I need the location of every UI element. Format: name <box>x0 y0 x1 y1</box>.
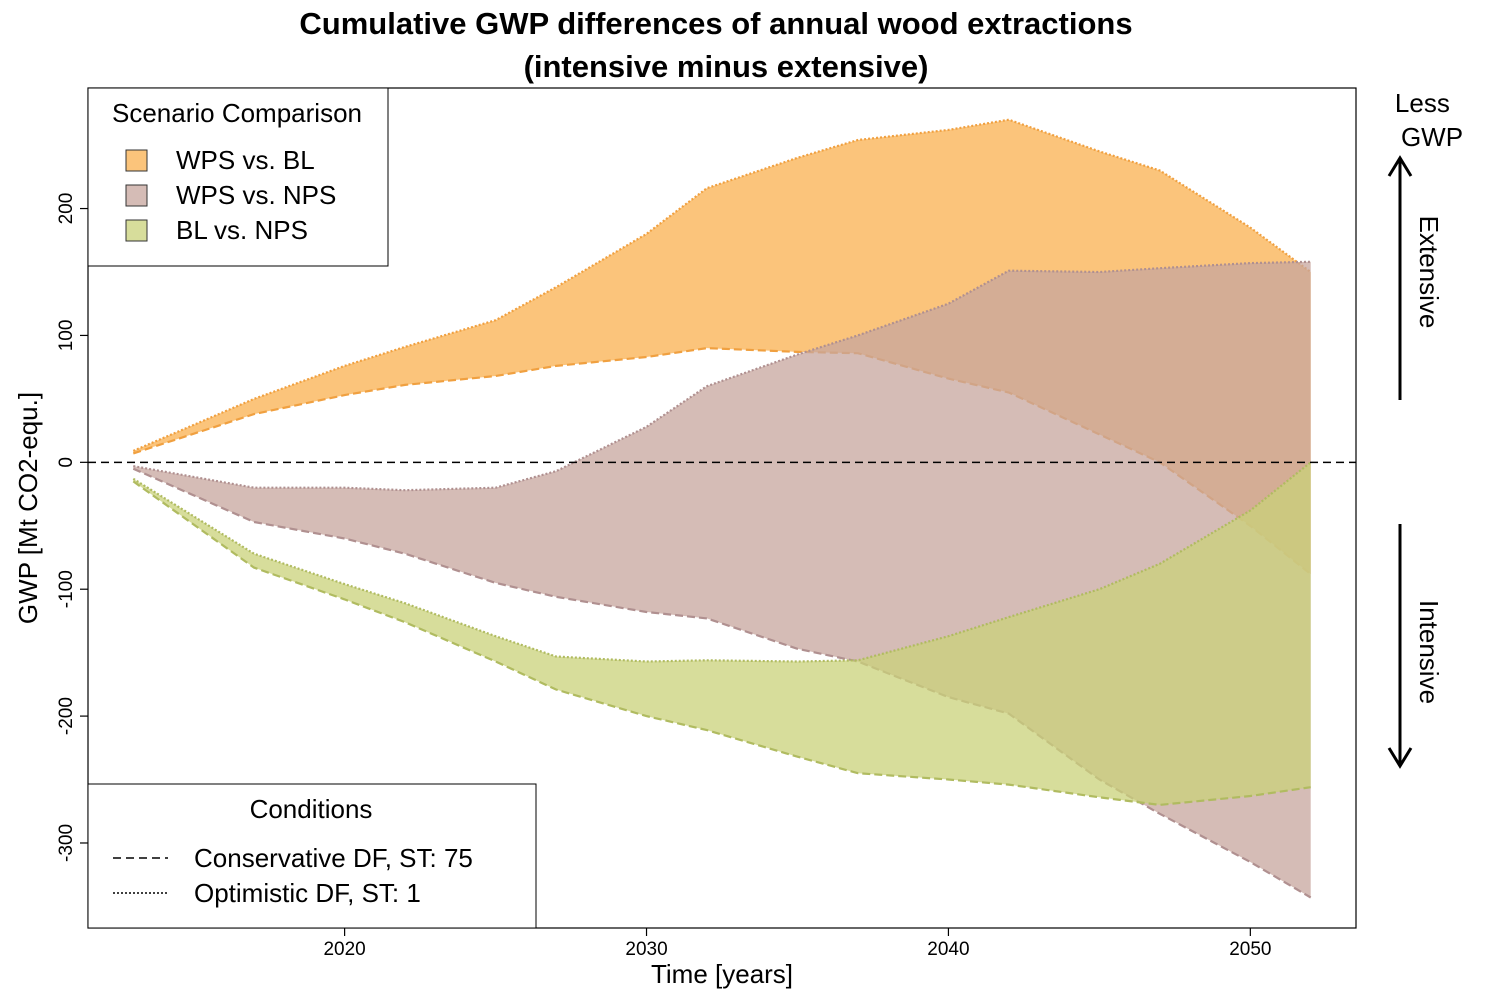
legend-conditions-label: Optimistic DF, ST: 1 <box>194 878 421 908</box>
x-tick-label: 2030 <box>625 939 667 960</box>
legend-swatch <box>125 219 148 242</box>
y-axis: -300 -200 -100 0 100 200 <box>56 193 88 862</box>
line-optimistic-wps-vs-bl <box>132 118 1312 452</box>
y-tick-label: -300 <box>56 824 77 862</box>
line-conservative-bl-vs-nps <box>132 480 1311 807</box>
y-axis-title: GWP [Mt CO2-equ.] <box>13 392 43 624</box>
x-axis: 2020 2030 2040 2050 <box>323 928 1271 960</box>
y-tick-label: 100 <box>56 320 77 352</box>
less-gwp-line-2: GWP <box>1401 122 1463 152</box>
legend-conditions: Conditions Conservative DF, ST: 75 Optimi… <box>87 783 537 929</box>
x-tick-label: 2040 <box>927 939 969 960</box>
extensive-label: Extensive <box>1414 216 1444 329</box>
area-bl-vs-nps <box>133 462 1311 805</box>
x-axis-title: Time [years] <box>651 959 793 989</box>
line-optimistic-bl-vs-nps <box>132 461 1312 663</box>
legend-swatch <box>125 184 148 207</box>
side-annotations: Less GWP Extensive Intensive <box>1387 88 1463 769</box>
legend-scenario-label: WPS vs. BL <box>176 145 315 175</box>
legend-conditions-label: Conservative DF, ST: 75 <box>194 843 473 873</box>
less-gwp-line-1: Less <box>1395 88 1450 118</box>
area-wps-vs-bl <box>133 119 1311 574</box>
legend-scenario-entries: WPS vs. BL WPS vs. NPS BL vs. NPS <box>125 145 336 245</box>
y-tick-label: 0 <box>56 457 77 468</box>
legend-swatch <box>125 149 148 172</box>
legend-conditions-title: Conditions <box>250 794 373 824</box>
down-arrow-head-icon <box>1387 747 1413 769</box>
legend-scenario: Scenario Comparison WPS vs. BL WPS vs. NP… <box>87 87 389 267</box>
x-tick-label: 2050 <box>1229 939 1271 960</box>
area-layer <box>132 118 1312 899</box>
x-tick-label: 2020 <box>323 939 365 960</box>
legend-scenario-title: Scenario Comparison <box>112 98 362 128</box>
y-tick-label: -100 <box>56 570 77 608</box>
chart-subtitle: (intensive minus extensive) <box>524 49 929 84</box>
plot-frame <box>87 87 1357 929</box>
up-arrow-head-icon <box>1387 155 1413 177</box>
legend-conditions-box <box>87 783 537 929</box>
legend-scenario-label: BL vs. NPS <box>176 215 308 245</box>
y-tick-label: 200 <box>56 193 77 225</box>
chart-title: Cumulative GWP differences of annual woo… <box>299 6 1132 41</box>
legend-scenario-label: WPS vs. NPS <box>176 180 336 210</box>
area-wps-vs-nps <box>133 261 1311 898</box>
less-gwp-label: Less GWP <box>1395 88 1463 152</box>
y-tick-label: -200 <box>56 697 77 735</box>
intensive-label: Intensive <box>1414 600 1444 704</box>
legend-conditions-entries: Conservative DF, ST: 75 Optimistic DF, ST… <box>113 843 473 908</box>
line-optimistic-wps-vs-nps <box>133 260 1311 492</box>
